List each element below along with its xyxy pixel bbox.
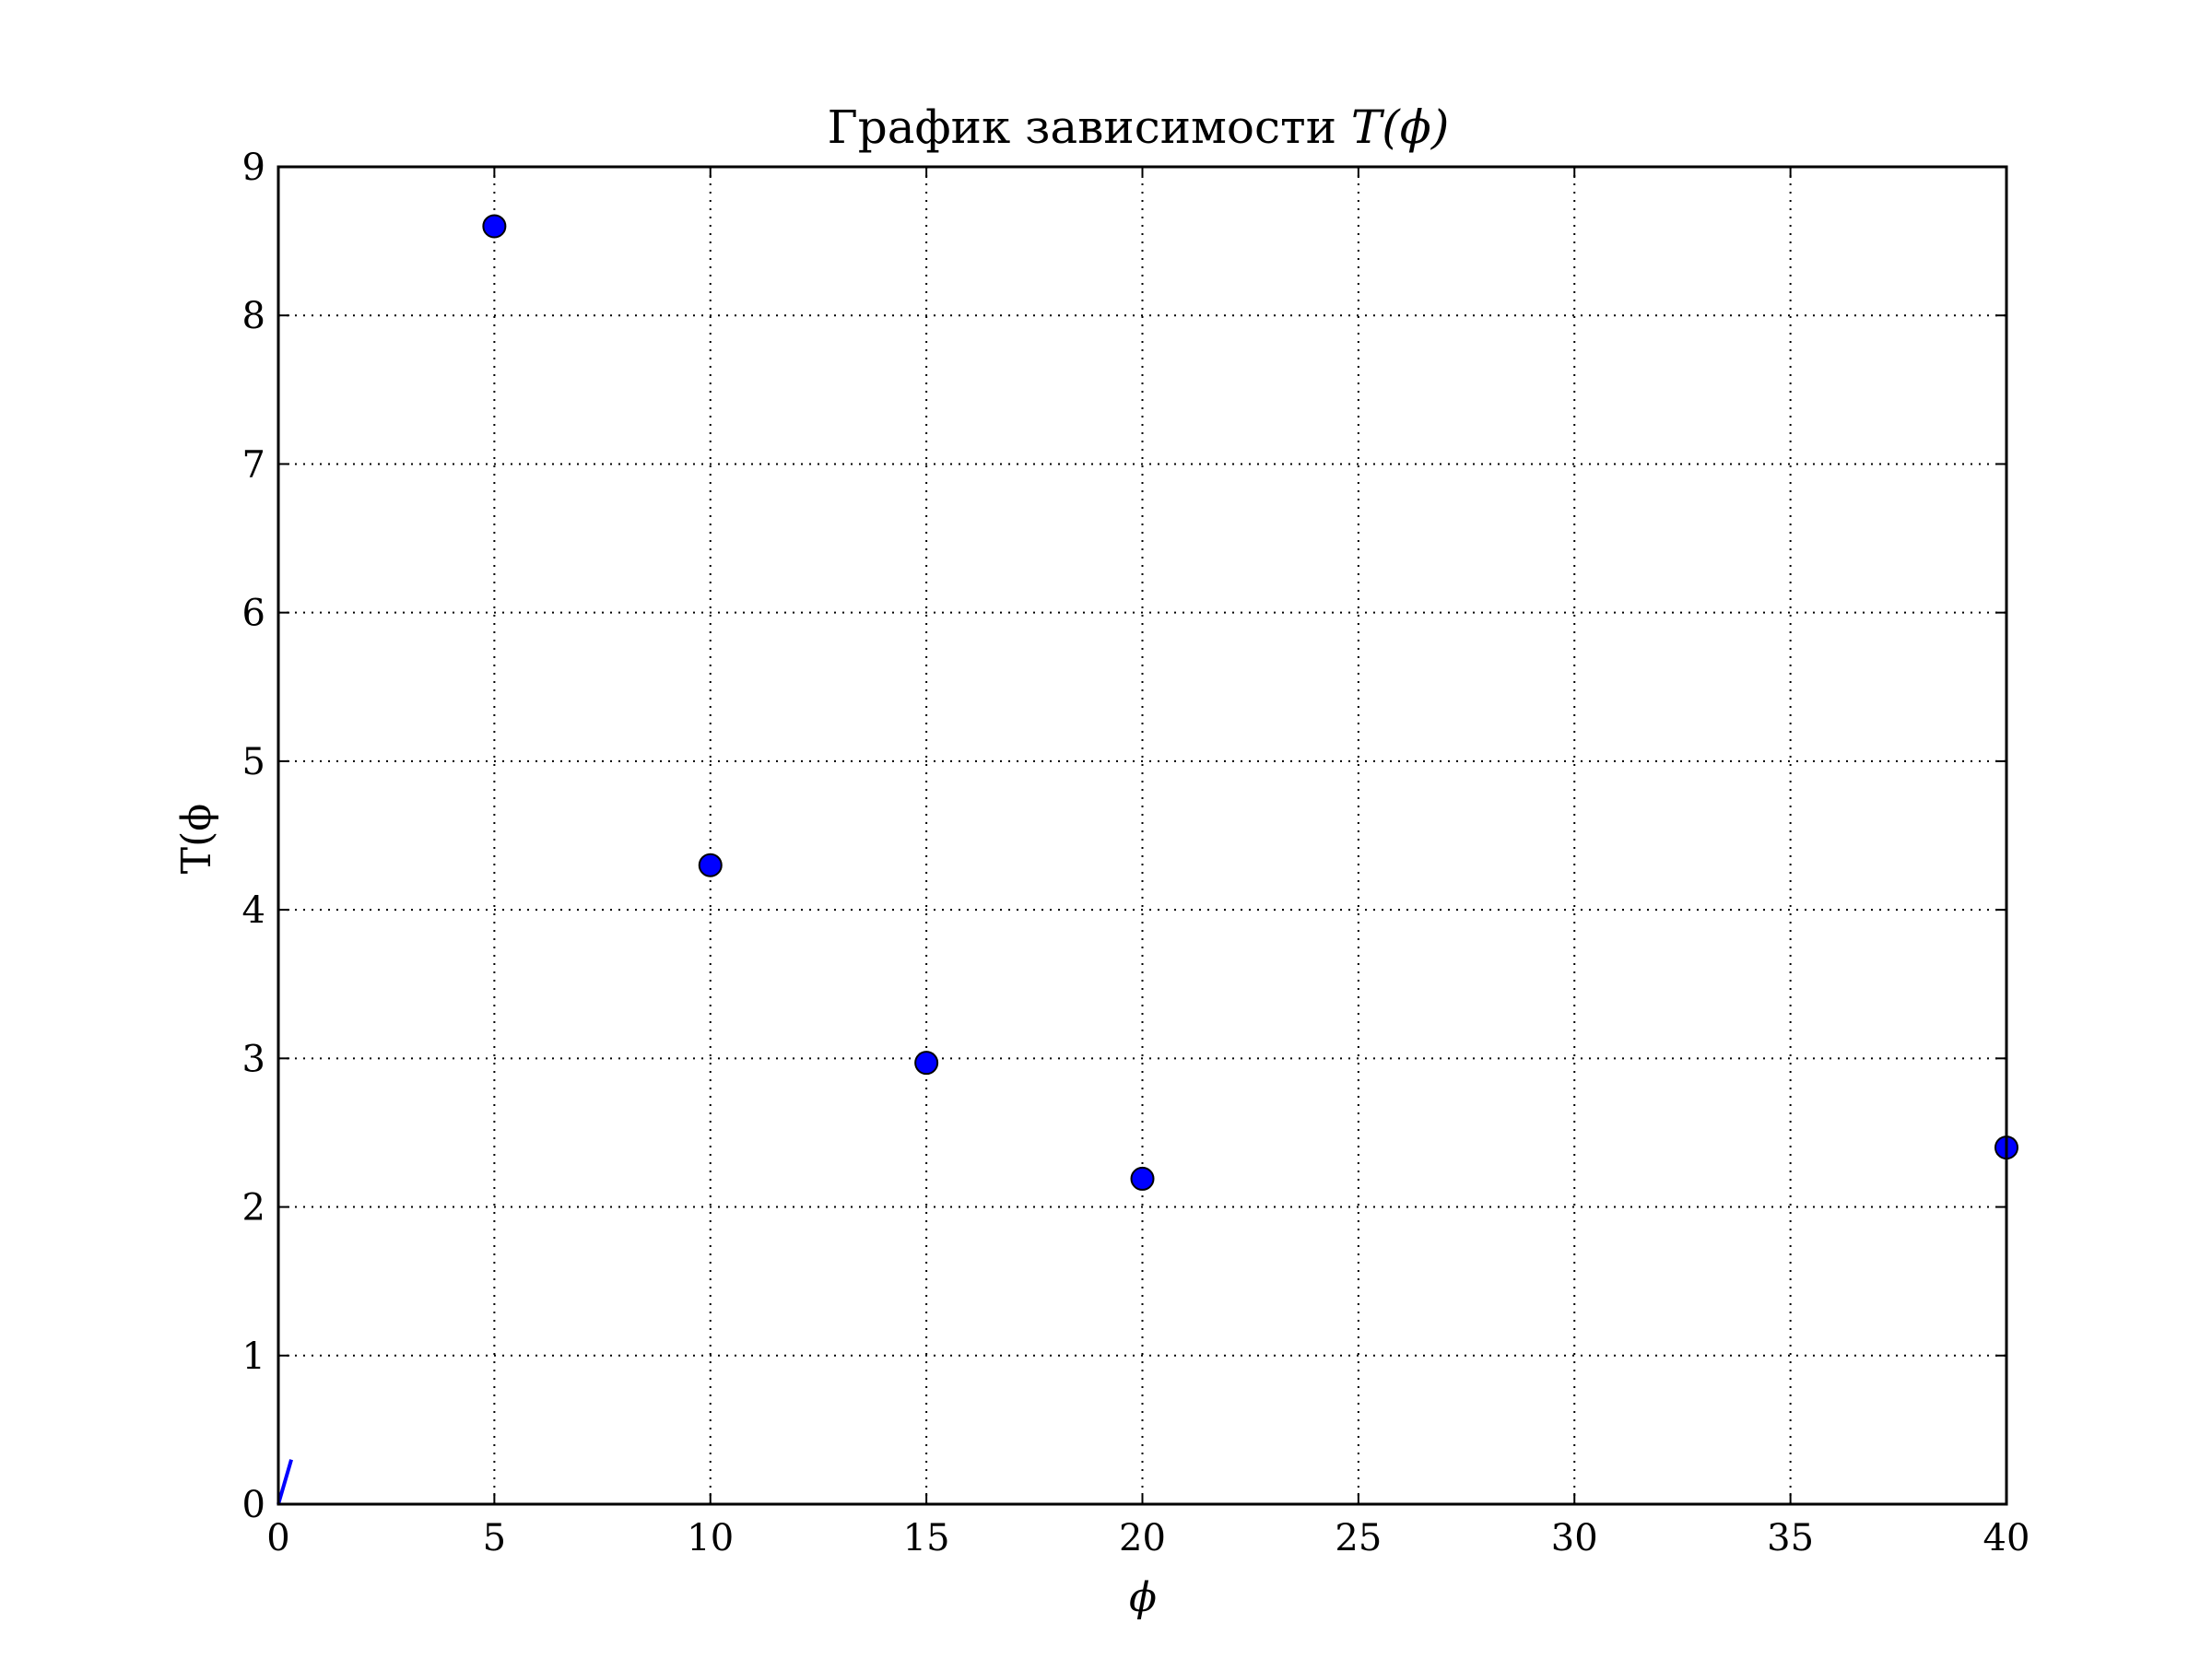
x-tick-label: 15 xyxy=(903,1517,950,1559)
data-point xyxy=(698,853,723,877)
chart-title-math: T(ϕ) xyxy=(1351,100,1449,154)
data-series xyxy=(276,214,2018,1505)
y-tick-label: 7 xyxy=(242,443,265,486)
x-tick-label: 20 xyxy=(1119,1517,1166,1559)
data-point xyxy=(482,214,507,239)
y-tick-label: 1 xyxy=(242,1335,265,1378)
y-tick-label: 9 xyxy=(242,147,265,189)
x-tick-label: 35 xyxy=(1767,1517,1814,1559)
y-tick-label: 6 xyxy=(242,593,265,635)
y-axis-label: T(ϕ xyxy=(173,804,220,875)
y-tick-label: 2 xyxy=(242,1187,265,1230)
y-tick-label: 0 xyxy=(242,1484,265,1526)
series-line xyxy=(276,1459,293,1505)
x-tick-label: 25 xyxy=(1335,1517,1382,1559)
axis-ticks: 0 5 10 15 20 25 30 35 40 0 1 2 3 4 5 6 7 8 9 xyxy=(242,147,2030,1559)
chart-title-text: График зависимости xyxy=(828,100,1351,154)
x-tick-label: 40 xyxy=(1983,1517,2030,1559)
data-point xyxy=(1130,1166,1155,1191)
x-tick-label: 5 xyxy=(483,1517,506,1559)
y-tick-label: 4 xyxy=(242,889,265,932)
x-axis-label: ϕ xyxy=(1129,1574,1157,1621)
x-tick-label: 10 xyxy=(687,1517,734,1559)
y-tick-label: 5 xyxy=(242,741,265,783)
y-tick-label: 3 xyxy=(242,1038,265,1080)
x-tick-label: 30 xyxy=(1551,1517,1598,1559)
x-tick-label: 0 xyxy=(266,1517,289,1559)
data-point xyxy=(914,1051,939,1076)
chart-title: График зависимости T(ϕ) xyxy=(828,100,1450,154)
y-tick-label: 8 xyxy=(242,295,265,337)
